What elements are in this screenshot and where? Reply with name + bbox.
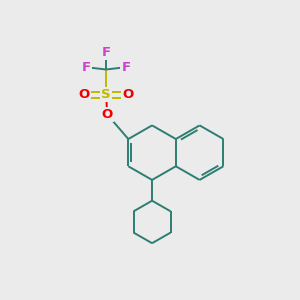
Text: O: O	[102, 108, 113, 121]
Text: F: F	[82, 61, 91, 74]
Text: S: S	[101, 88, 111, 101]
Text: O: O	[78, 88, 90, 101]
Text: O: O	[123, 88, 134, 101]
Text: F: F	[121, 61, 130, 74]
Text: F: F	[101, 46, 111, 59]
